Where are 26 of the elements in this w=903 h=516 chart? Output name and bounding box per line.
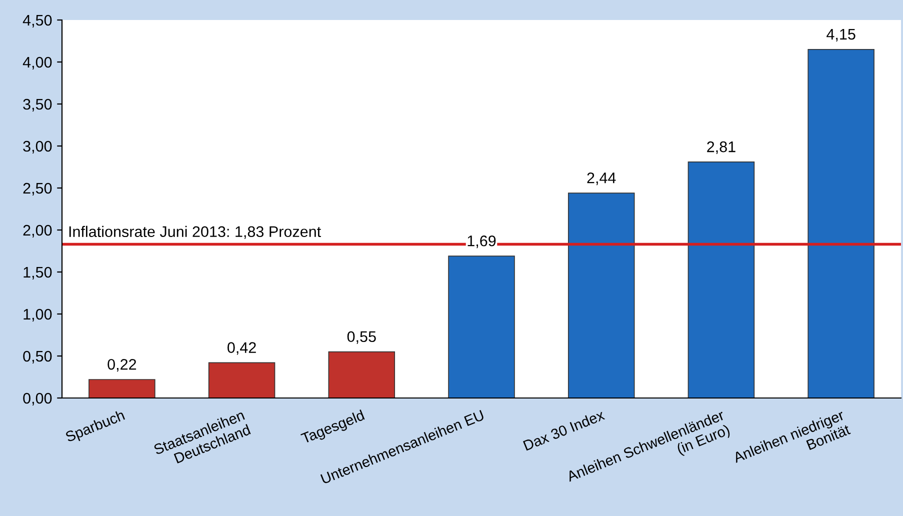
data-label: 0,55: [347, 331, 376, 344]
y-tick-label: 4,50: [22, 14, 52, 28]
y-tick-label: 0,50: [23, 350, 52, 364]
y-tick-label: 3,00: [23, 140, 52, 154]
bar: [808, 48, 874, 398]
y-tick-label: 1,00: [24, 308, 52, 322]
x-tick-label: Dax 30 Index: [522, 409, 606, 451]
bar: [448, 256, 515, 398]
bar: [688, 162, 755, 398]
y-tick-label: 2,50: [23, 182, 52, 196]
data-label: 0,22: [108, 358, 136, 372]
y-tick-label: 3,50: [23, 98, 52, 112]
y-tick-label: 4,00: [22, 56, 52, 70]
data-label: 2,44: [587, 172, 616, 186]
bar: [88, 379, 156, 398]
y-tick-label: 2,00: [23, 224, 52, 238]
bar: [208, 362, 276, 398]
data-label: 1,69: [468, 235, 496, 248]
ref-line-label: Inflationsrate Juni 2013: 1,83 Prozent: [69, 226, 321, 239]
data-label: 4,15: [826, 29, 856, 42]
data-label: 2,81: [707, 141, 736, 154]
bar: [328, 351, 396, 398]
bar: [568, 192, 635, 398]
data-label: 0,42: [228, 342, 256, 355]
y-tick-label: 1,50: [24, 266, 52, 280]
y-tick-label: 0,00: [23, 392, 52, 406]
